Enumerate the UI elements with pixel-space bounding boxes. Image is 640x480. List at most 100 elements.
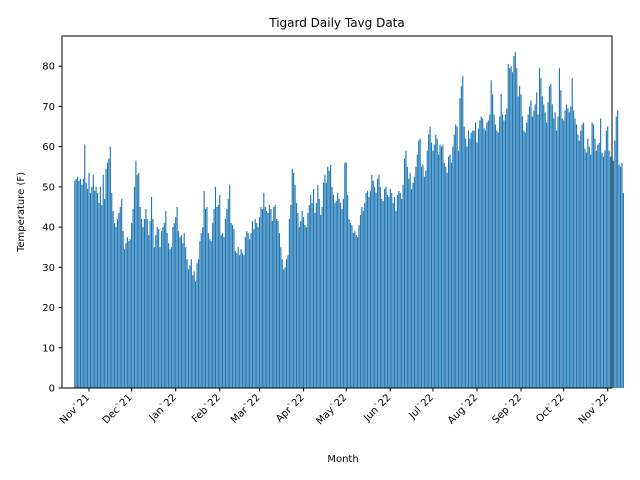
bar	[339, 202, 342, 388]
bar	[138, 172, 140, 388]
bar	[251, 221, 254, 388]
bar	[243, 255, 245, 388]
bar	[300, 221, 302, 388]
bar	[344, 162, 346, 388]
bar	[510, 66, 512, 389]
bar	[233, 229, 235, 388]
bar	[406, 166, 408, 388]
bar	[256, 223, 258, 388]
bar	[604, 150, 606, 388]
bar	[355, 235, 357, 388]
bar	[446, 172, 448, 388]
bar	[516, 68, 518, 389]
bar	[548, 86, 551, 388]
bar	[374, 186, 376, 388]
bar	[126, 237, 128, 388]
bar	[123, 249, 126, 388]
bar	[428, 134, 430, 388]
y-tick-label: 0	[49, 384, 55, 395]
bar	[281, 259, 283, 388]
bar	[193, 271, 195, 388]
bar	[321, 206, 323, 388]
bar	[141, 219, 143, 388]
bar	[412, 182, 414, 388]
bar	[537, 114, 539, 388]
bar	[597, 144, 599, 388]
bar	[214, 186, 217, 388]
bar	[521, 116, 524, 389]
y-tick-label: 10	[42, 343, 55, 354]
y-tick-label: 60	[42, 142, 55, 153]
bar	[176, 206, 178, 388]
chart-title: Tigard Daily Tavg Data	[268, 16, 404, 30]
bar	[619, 166, 622, 388]
bar	[459, 98, 461, 388]
bar	[543, 104, 545, 388]
bar	[571, 78, 573, 389]
bar	[364, 202, 366, 388]
bar	[389, 188, 391, 388]
bar	[287, 255, 289, 388]
bar	[497, 132, 499, 388]
bar	[381, 198, 383, 388]
y-tick-label: 80	[42, 62, 55, 73]
bar	[318, 198, 320, 388]
bar	[588, 146, 590, 388]
y-tick-label: 20	[42, 303, 55, 314]
bar	[104, 198, 106, 388]
bar	[190, 259, 192, 388]
bar	[453, 134, 455, 388]
bar	[547, 102, 549, 388]
bar	[540, 78, 542, 389]
bar	[195, 281, 197, 388]
bar	[551, 104, 553, 388]
bar	[487, 120, 489, 388]
bar	[75, 178, 77, 388]
bar	[146, 219, 148, 388]
bar	[204, 208, 207, 388]
bar	[490, 80, 492, 388]
bar	[209, 239, 211, 388]
bar	[511, 72, 514, 389]
bar	[466, 146, 468, 388]
bar	[469, 138, 471, 388]
bar	[561, 118, 563, 388]
bar	[523, 130, 525, 389]
bar	[152, 219, 154, 388]
bar	[493, 114, 495, 388]
bar	[592, 124, 595, 388]
bar	[156, 227, 158, 388]
bar	[322, 182, 325, 388]
bar	[277, 221, 279, 388]
bar	[213, 208, 215, 388]
bar	[396, 194, 398, 388]
bar	[591, 122, 593, 389]
bar	[334, 202, 336, 388]
bar	[128, 241, 130, 388]
bar	[163, 223, 165, 388]
bar	[258, 217, 261, 388]
bar	[386, 194, 389, 388]
bar	[263, 192, 265, 388]
bar	[546, 122, 548, 389]
bar	[301, 210, 303, 388]
bar	[203, 190, 205, 388]
bar	[348, 219, 350, 388]
bar	[574, 118, 576, 388]
bar	[587, 138, 589, 388]
bar	[442, 144, 444, 388]
bar	[291, 168, 293, 388]
bar	[538, 68, 541, 389]
bar	[199, 241, 201, 388]
bar	[473, 130, 475, 389]
bar	[158, 229, 160, 388]
bar	[443, 162, 445, 388]
bar	[506, 108, 508, 388]
bar	[274, 204, 276, 388]
bar	[577, 134, 579, 388]
bar	[429, 126, 431, 388]
bar	[169, 249, 171, 388]
bar	[136, 174, 138, 388]
bar	[74, 180, 76, 388]
bar	[82, 178, 84, 388]
